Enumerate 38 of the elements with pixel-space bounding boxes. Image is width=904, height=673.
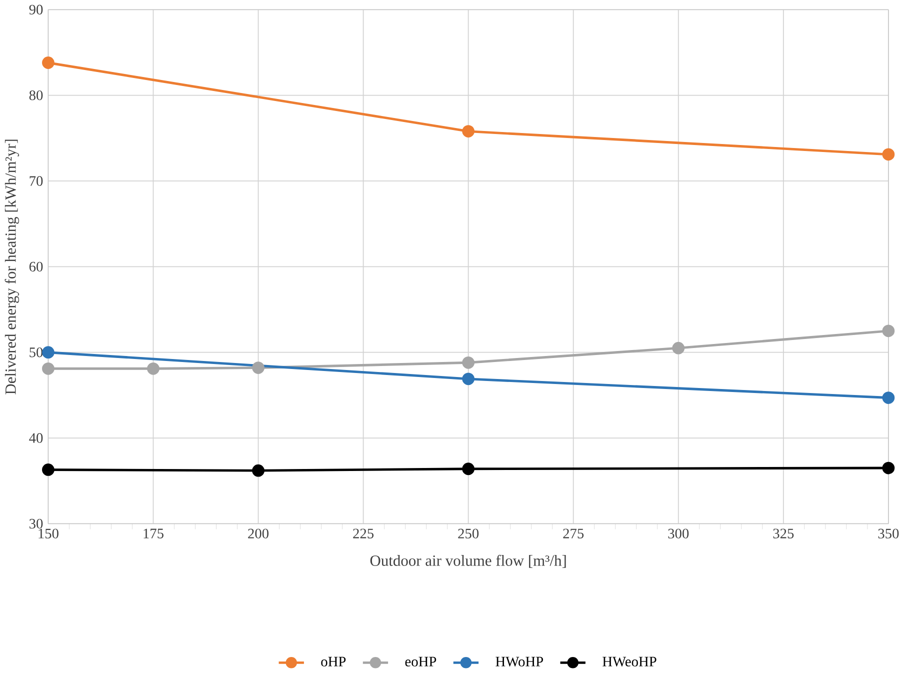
- x-tick-label: 325: [773, 528, 794, 538]
- y-tick-label: 40: [29, 433, 43, 443]
- point: [462, 125, 475, 138]
- y-tick-label: 60: [29, 262, 43, 272]
- x-tick-label: 175: [144, 528, 164, 538]
- point: [462, 372, 475, 386]
- x-tick-label: 350: [878, 528, 899, 538]
- point: [42, 362, 54, 375]
- legend-label: HWoHP: [496, 656, 544, 667]
- x-tick-label: 300: [668, 528, 689, 538]
- x-tick-label: 225: [353, 528, 374, 538]
- point: [42, 464, 54, 476]
- y-axis-title: Delivered energy for heating [kWh/m²yr]: [4, 140, 20, 394]
- y-tick-label: 30: [30, 518, 43, 529]
- x-tick-label: 200: [248, 528, 269, 538]
- point: [882, 148, 895, 161]
- point: [462, 356, 475, 369]
- point: [42, 56, 54, 70]
- point: [42, 346, 54, 359]
- legend-label: oHP: [321, 656, 346, 666]
- x-axis-title: Outdoor air volume flow [m³/h]: [370, 554, 566, 568]
- point: [882, 392, 895, 404]
- y-tick-label: 80: [29, 90, 43, 100]
- point: [462, 462, 475, 476]
- x-tick-label: 275: [563, 528, 584, 538]
- y-tick-label: 70: [30, 176, 43, 186]
- legend-label: HWeoHP: [602, 656, 656, 667]
- point: [252, 464, 264, 477]
- x-tick-label: 150: [38, 528, 58, 538]
- point: [672, 342, 685, 354]
- legend-label: eoHP: [405, 656, 436, 666]
- y-tick-label: 90: [29, 4, 43, 15]
- x-tick-label: 250: [458, 528, 479, 538]
- point: [252, 362, 264, 374]
- point: [147, 362, 160, 375]
- y-tick-label: 50: [30, 348, 43, 358]
- point: [882, 462, 895, 474]
- point: [882, 324, 895, 338]
